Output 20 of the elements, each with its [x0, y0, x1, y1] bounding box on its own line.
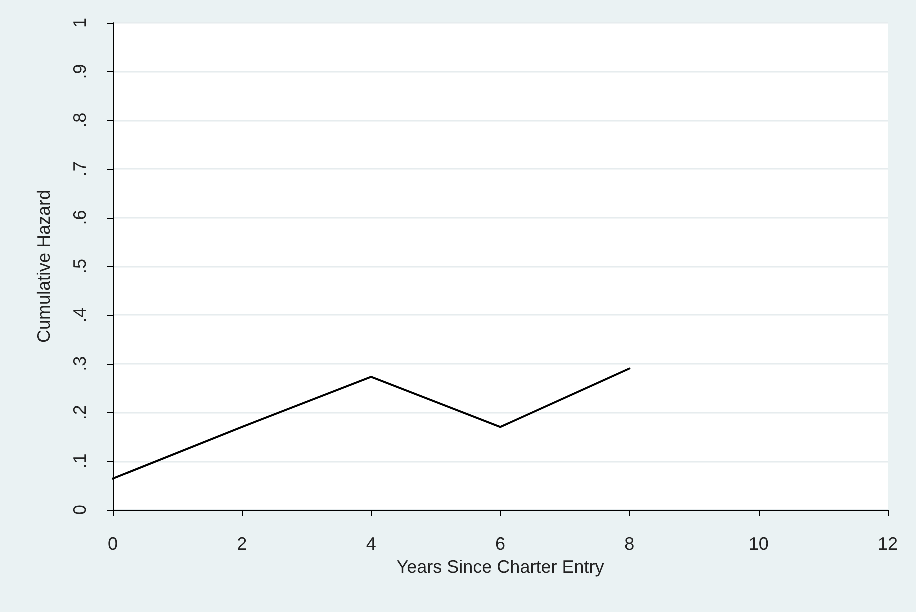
y-tick-label: .9: [70, 64, 90, 80]
y-tick-label: .7: [70, 162, 90, 177]
y-tick-label: .5: [70, 258, 90, 274]
y-tick-label: .4: [70, 308, 90, 323]
y-tick-label: .3: [70, 356, 90, 372]
y-tick-label: 1: [70, 18, 90, 28]
x-tick-label: 10: [748, 534, 769, 554]
y-tick-label: 0: [70, 504, 90, 516]
x-tick-label: 12: [878, 534, 898, 554]
y-tick-label: .6: [70, 210, 90, 226]
y-tick-label: .1: [70, 454, 90, 469]
x-tick-label: 0: [108, 534, 118, 554]
x-tick-label: 4: [366, 534, 376, 554]
y-axis-title: Cumulative Hazard: [34, 190, 54, 344]
x-tick-label: 6: [495, 534, 506, 554]
x-tick-label: 8: [624, 534, 635, 554]
y-tick-label: .2: [70, 405, 90, 420]
y-tick-label: .8: [70, 112, 90, 128]
x-axis-title: Years Since Charter Entry: [396, 556, 604, 577]
x-tick-label: 2: [237, 534, 248, 554]
